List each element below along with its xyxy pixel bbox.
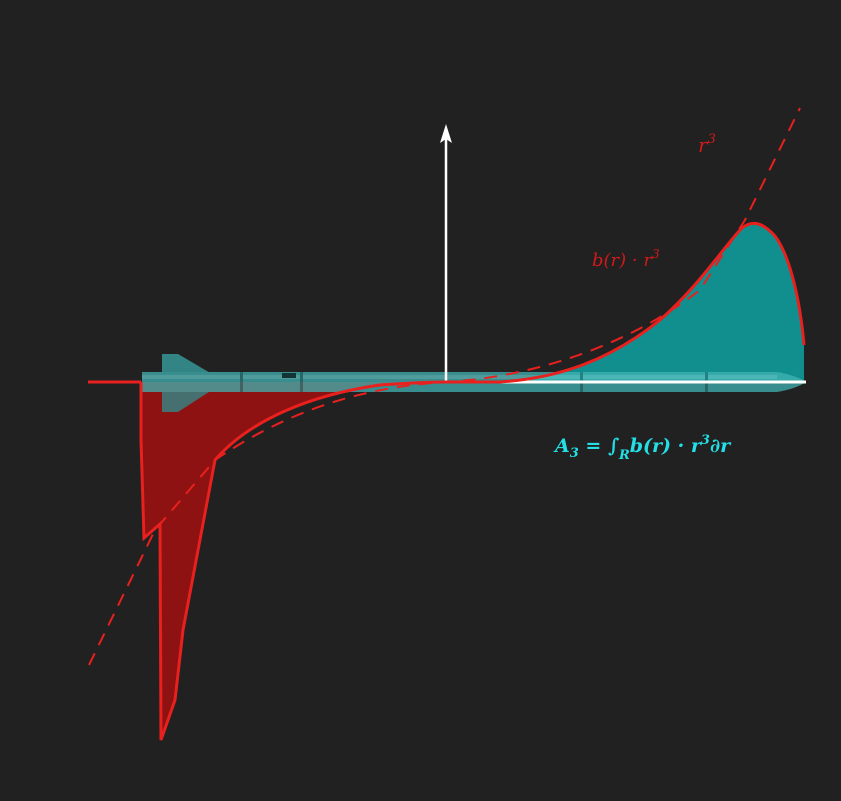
area-integral-formula: A3 = ∫Rb(r) · r3∂r [553,433,732,463]
rocket-detail [282,373,296,378]
vertical-axis-arrowhead [440,124,452,143]
rocket-band-2 [300,372,303,392]
r-cubed-label: r3 [698,132,716,157]
rocket-upper-fin [162,354,212,374]
rocket-lower-fin [162,390,212,412]
product-label: b(r) · r3 [592,247,660,271]
product-curve-outline [139,221,806,741]
rocket-body-highlight [142,375,777,379]
positive-moment-area [500,223,804,382]
negative-moment-area [141,382,446,740]
rocket-band-1 [240,372,243,392]
